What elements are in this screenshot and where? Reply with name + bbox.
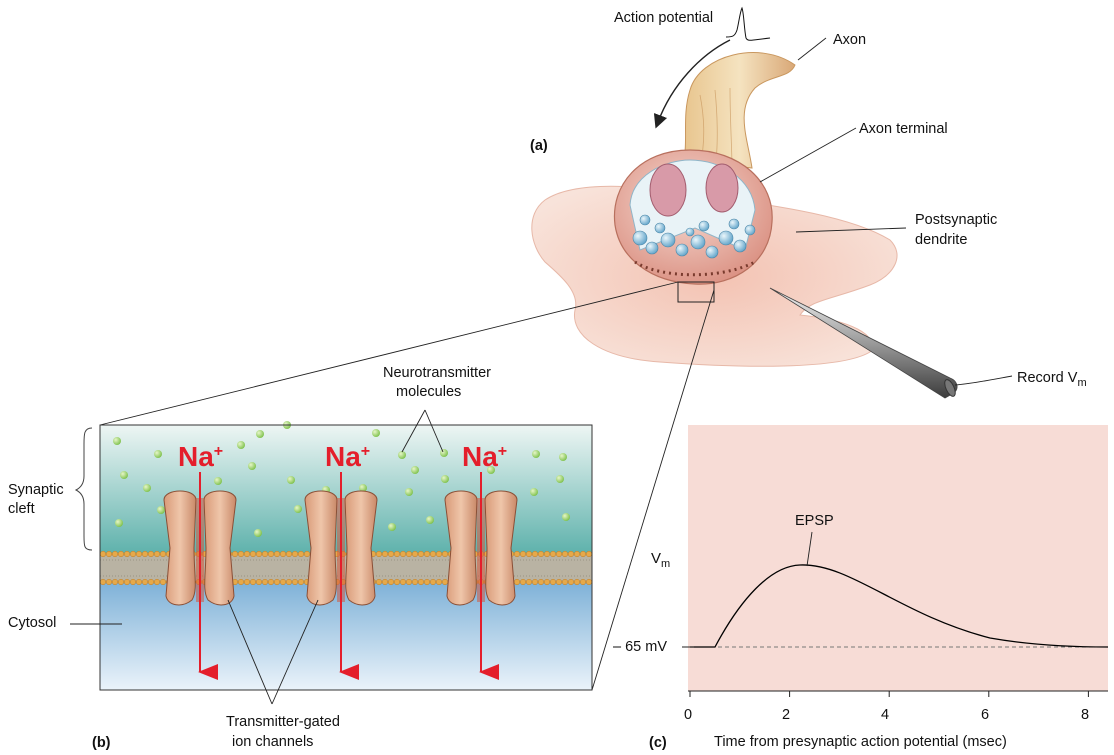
neurotransmitter-leaders: [401, 409, 444, 453]
neurotransmitter-molecule: [359, 484, 367, 492]
panel-b-tag: (b): [92, 735, 111, 751]
ion-symbol: Na: [178, 441, 214, 472]
x-axis-label: Time from presynaptic action potential (…: [714, 734, 1007, 750]
synapse-illustration: [531, 6, 958, 399]
neurotransmitter-label-line1: Neurotransmitter: [383, 365, 491, 381]
action-potential-label: Action potential: [614, 10, 714, 26]
graph-background: [688, 425, 1108, 691]
panel-c-tag: (c): [649, 735, 667, 751]
record-vm-label: Record Vm: [1017, 369, 1087, 392]
postsynaptic-label-line1: Postsynaptic: [915, 212, 998, 228]
neurotransmitter-molecule: [214, 477, 222, 485]
neurotransmitter-molecule: [388, 523, 396, 531]
neurotransmitter-molecule: [559, 453, 567, 461]
epsp-label: EPSP: [795, 513, 834, 529]
neurotransmitter-molecule: [113, 437, 121, 445]
x-tick-label: 6: [981, 707, 990, 723]
sodium-ion-label: Na+: [462, 441, 507, 473]
propagation-arrow: [653, 39, 731, 129]
neurotransmitter-molecule: [372, 429, 380, 437]
synaptic-cleft-label-line2: cleft: [8, 501, 35, 517]
zoom-lines: [99, 281, 715, 691]
synaptic-vesicles: [632, 214, 756, 259]
x-tick-marks: [689, 691, 1089, 697]
action-potential-spike: [725, 6, 771, 41]
neurotransmitter-molecule: [411, 466, 419, 474]
axon-terminal-label: Axon terminal: [859, 121, 948, 137]
vm-axis-label: Vm: [651, 550, 670, 573]
ion-channel: [163, 472, 237, 680]
neurotransmitter-molecule: [256, 430, 264, 438]
channels-label-line1: Transmitter-gated: [226, 714, 340, 730]
x-tick-label: 8: [1081, 707, 1090, 723]
neurotransmitter-molecule: [487, 466, 495, 474]
neurotransmitter-molecule: [237, 441, 245, 449]
neurotransmitter-molecule: [294, 505, 302, 513]
neurotransmitter-molecule: [157, 506, 165, 514]
membrane-panel-border: [99, 424, 593, 691]
baseline-label: – 65 mV: [613, 639, 667, 655]
ion-channels: [163, 472, 518, 680]
record-vm-base: Record V: [1017, 370, 1078, 386]
postsynaptic-label-line2: dendrite: [915, 232, 968, 248]
vm-axis-sub: m: [661, 558, 671, 570]
sodium-ion-label: Na+: [325, 441, 370, 473]
neurotransmitter-molecule: [441, 475, 449, 483]
membrane-panel: [99, 421, 593, 691]
x-tick-label: 4: [881, 707, 890, 723]
vm-axis-base: V: [651, 550, 662, 567]
sodium-ion-label: Na+: [178, 441, 223, 473]
channel-leaders: [227, 599, 319, 705]
epsp-trace: [690, 564, 1109, 648]
neurotransmitter-molecule: [532, 450, 540, 458]
record-vm-sub: m: [1077, 376, 1087, 389]
neurotransmitter-molecule: [143, 484, 151, 492]
neurotransmitter-molecule: [287, 476, 295, 484]
epsp-leader: [806, 531, 813, 567]
neurotransmitter-molecule: [120, 471, 128, 479]
neurotransmitter-molecule: [426, 516, 434, 524]
cytosol-label: Cytosol: [8, 615, 57, 631]
epsp-graph: [682, 425, 1109, 697]
panel-a-tag: (a): [530, 138, 548, 154]
neurotransmitter-molecule: [556, 475, 564, 483]
neurotransmitter-molecule: [562, 513, 570, 521]
channels-label-line2: ion channels: [232, 734, 314, 750]
neurotransmitter-molecule: [398, 451, 406, 459]
axon-label: Axon: [833, 32, 867, 48]
neurotransmitter-label-line2: molecules: [396, 384, 462, 400]
panel-a-leader-lines: [759, 37, 1013, 386]
ion-symbol: Na: [325, 441, 361, 472]
neurotransmitter-molecule: [115, 519, 123, 527]
ion-charge: +: [360, 443, 371, 460]
synaptic-cleft-label-line1: Synaptic: [8, 482, 64, 498]
neurotransmitter-molecule: [530, 488, 538, 496]
neurotransmitter-molecule: [254, 529, 262, 537]
ion-channel: [304, 472, 378, 680]
x-tick-label: 0: [684, 707, 693, 723]
synaptic-cleft-brace: [74, 427, 93, 551]
zoom-box: [677, 281, 715, 303]
ion-symbol: Na: [462, 441, 498, 472]
mitochondrion: [705, 163, 739, 213]
x-tick-label: 2: [782, 707, 791, 723]
ion-charge: +: [497, 443, 508, 460]
neurotransmitter-molecule: [405, 488, 413, 496]
ion-channel: [444, 472, 518, 680]
ion-charge: +: [213, 443, 224, 460]
recording-electrode: [769, 287, 958, 399]
neurotransmitter-molecule: [248, 462, 256, 470]
neurotransmitter-molecule: [440, 449, 448, 457]
mitochondrion: [649, 163, 687, 217]
neurotransmitter-molecule: [154, 450, 162, 458]
